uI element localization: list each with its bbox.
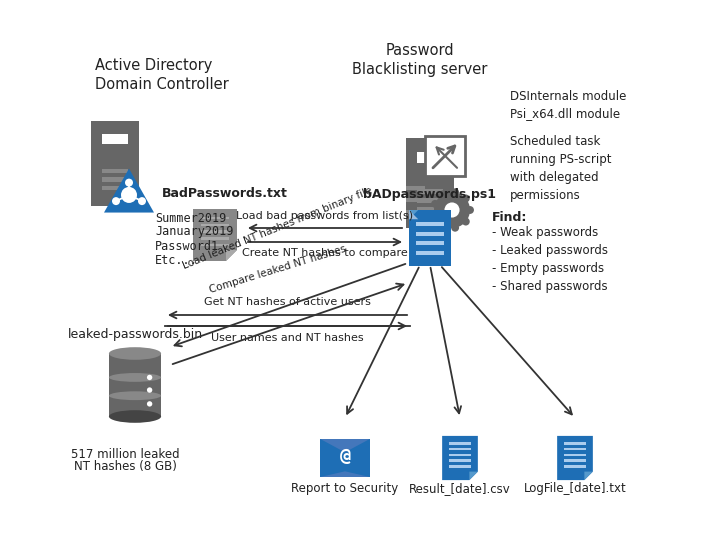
Bar	[449, 454, 471, 456]
Circle shape	[439, 190, 447, 198]
Bar	[102, 168, 128, 173]
Text: Scheduled task
running PS-script
with delegated
permissions: Scheduled task running PS-script with de…	[510, 135, 612, 202]
Circle shape	[444, 203, 460, 217]
Circle shape	[147, 387, 153, 393]
Bar	[564, 454, 586, 456]
Bar	[564, 459, 586, 462]
Polygon shape	[321, 439, 370, 453]
Text: Compare leaked NT hashes: Compare leaked NT hashes	[208, 244, 348, 295]
Text: NT hashes (8 GB): NT hashes (8 GB)	[74, 460, 176, 473]
Bar	[109, 353, 161, 416]
Bar	[201, 217, 228, 220]
Ellipse shape	[109, 410, 161, 423]
Circle shape	[466, 206, 474, 214]
Circle shape	[462, 217, 470, 225]
Bar	[564, 442, 586, 445]
Text: leaked-passwords.bin: leaked-passwords.bin	[67, 328, 202, 341]
Bar	[425, 136, 465, 176]
Bar	[201, 224, 228, 226]
Polygon shape	[104, 168, 154, 213]
Bar	[416, 241, 444, 245]
Bar	[416, 232, 444, 236]
Circle shape	[439, 222, 447, 230]
Polygon shape	[584, 472, 593, 480]
Bar	[416, 251, 444, 255]
Polygon shape	[442, 436, 478, 480]
Text: Report to Security: Report to Security	[291, 482, 399, 495]
Circle shape	[462, 195, 470, 203]
Text: Create NT hashes to compare: Create NT hashes to compare	[242, 248, 408, 258]
Bar	[102, 177, 128, 182]
Bar	[406, 138, 454, 228]
Text: DSInternals module
Psi_x64.dll module: DSInternals module Psi_x64.dll module	[510, 90, 626, 120]
Ellipse shape	[109, 347, 161, 360]
Bar	[564, 465, 586, 468]
Bar	[91, 120, 139, 206]
Bar	[417, 152, 443, 163]
Text: Active Directory
Domain Controller: Active Directory Domain Controller	[95, 58, 228, 92]
Bar	[449, 459, 471, 462]
Bar	[449, 448, 471, 450]
Bar	[201, 237, 228, 240]
Circle shape	[112, 197, 120, 205]
Bar	[102, 185, 128, 190]
Text: 517 million leaked: 517 million leaked	[71, 448, 179, 461]
Bar	[201, 230, 228, 233]
Circle shape	[451, 188, 459, 196]
Circle shape	[121, 187, 137, 203]
Circle shape	[125, 179, 133, 187]
Bar	[406, 198, 425, 202]
Bar	[449, 465, 471, 468]
Bar	[406, 210, 425, 214]
Ellipse shape	[109, 391, 161, 400]
Polygon shape	[193, 209, 237, 261]
Polygon shape	[409, 210, 418, 219]
Circle shape	[147, 375, 153, 380]
Polygon shape	[226, 250, 237, 261]
Text: BadPasswords.txt: BadPasswords.txt	[162, 187, 288, 200]
Bar	[564, 448, 586, 450]
Bar	[449, 442, 471, 445]
Ellipse shape	[109, 373, 161, 382]
Text: Password1: Password1	[155, 239, 219, 253]
Text: Find:: Find:	[492, 211, 527, 224]
Bar	[417, 189, 443, 194]
Bar	[102, 134, 128, 144]
Text: User names and NT hashes: User names and NT hashes	[211, 333, 363, 343]
Polygon shape	[321, 453, 370, 477]
Bar	[417, 198, 443, 203]
Circle shape	[431, 200, 439, 208]
Circle shape	[431, 212, 439, 220]
Polygon shape	[409, 210, 418, 219]
Bar	[409, 210, 451, 266]
Circle shape	[138, 197, 146, 205]
Text: bADpasswords.ps1: bADpasswords.ps1	[363, 188, 496, 201]
Text: Summer2019: Summer2019	[155, 212, 226, 224]
Circle shape	[451, 224, 459, 232]
Bar	[417, 207, 443, 212]
Text: Load bad passwords from list(s): Load bad passwords from list(s)	[236, 211, 413, 221]
Bar	[416, 222, 444, 226]
Circle shape	[434, 192, 470, 228]
Bar	[321, 439, 370, 477]
Text: Password
Blacklisting server: Password Blacklisting server	[352, 43, 488, 77]
Text: Result_[date].csv: Result_[date].csv	[409, 482, 511, 495]
Text: Get NT hashes of active users: Get NT hashes of active users	[204, 297, 370, 307]
Circle shape	[147, 401, 153, 407]
Text: @: @	[340, 447, 351, 465]
Bar	[406, 186, 425, 190]
Polygon shape	[557, 436, 593, 480]
Text: Load leaked NT hashes from binary file: Load leaked NT hashes from binary file	[182, 185, 374, 271]
Text: - Weak passwords
- Leaked passwords
- Empty passwords
- Shared passwords: - Weak passwords - Leaked passwords - Em…	[492, 226, 608, 293]
Polygon shape	[470, 472, 478, 480]
Polygon shape	[321, 471, 370, 477]
Text: Etc...: Etc...	[155, 254, 198, 266]
Text: January2019: January2019	[155, 225, 233, 238]
Bar	[201, 244, 228, 246]
Text: LogFile_[date].txt: LogFile_[date].txt	[524, 482, 626, 495]
